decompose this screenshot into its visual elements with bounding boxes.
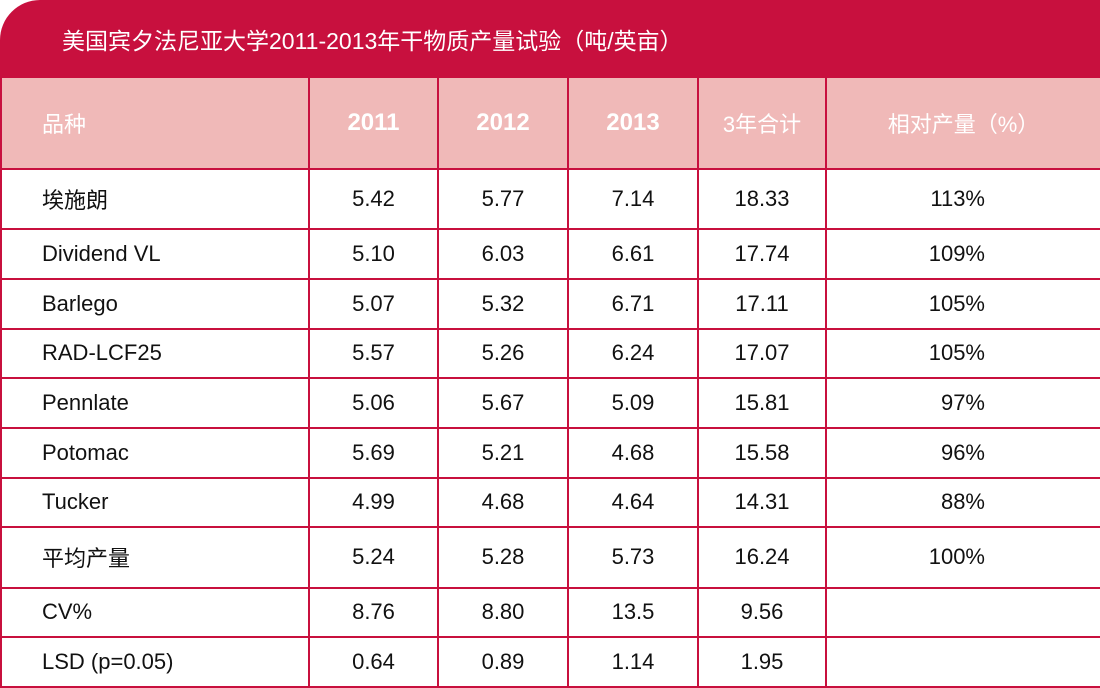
- table-row: Pennlate 5.06 5.67 5.09 15.81 97%: [0, 377, 1100, 429]
- header-cell: 2011: [308, 76, 439, 170]
- table-cell: 5.77: [437, 167, 569, 231]
- table-cell: 5.06: [308, 377, 439, 429]
- table-cell: 7.14: [567, 167, 699, 231]
- table-cell: 105%: [825, 327, 1100, 380]
- table-cell: 14.31: [697, 476, 827, 529]
- table-cell: 9.56: [697, 586, 827, 639]
- table-cell: 5.10: [308, 228, 439, 280]
- table-cell: 105%: [825, 277, 1100, 330]
- table-body: 埃施朗 5.42 5.77 7.14 18.33 113% Dividend VL 5.10 6…: [0, 167, 1100, 688]
- table-cell: 平均产量: [0, 526, 310, 589]
- table-row: Tucker 4.99 4.68 4.64 14.31 88%: [0, 476, 1100, 529]
- table-cell: 5.07: [308, 277, 439, 330]
- header-cell: 品种: [0, 76, 310, 170]
- table-cell: 17.11: [697, 277, 827, 330]
- table-cell: 4.99: [308, 476, 439, 529]
- table-cell: Potomac: [0, 426, 310, 479]
- table-cell: 6.71: [567, 277, 699, 330]
- table-cell: 5.26: [437, 327, 569, 380]
- table-cell: Pennlate: [0, 377, 310, 429]
- header-row: 品种 2011 2012 2013 3年合计 相对产量（%）: [0, 76, 1100, 170]
- table-cell: 16.24: [697, 526, 827, 589]
- table-cell: 13.5: [567, 586, 699, 639]
- table-cell: CV%: [0, 586, 310, 639]
- table-cell: 5.09: [567, 377, 699, 429]
- table-cell: 109%: [825, 228, 1100, 280]
- table-cell: 4.64: [567, 476, 699, 529]
- table-cell: 0.64: [308, 636, 439, 688]
- table-cell: 113%: [825, 167, 1100, 231]
- table-cell: 埃施朗: [0, 167, 310, 231]
- table-row: RAD-LCF25 5.57 5.26 6.24 17.07 105%: [0, 327, 1100, 380]
- table-cell: 100%: [825, 526, 1100, 589]
- table-cell: 5.57: [308, 327, 439, 380]
- table-cell: 5.73: [567, 526, 699, 589]
- table-cell: Dividend VL: [0, 228, 310, 280]
- table-row: 平均产量 5.24 5.28 5.73 16.24 100%: [0, 526, 1100, 589]
- table-cell: 15.58: [697, 426, 827, 479]
- title-bar: 美国宾夕法尼亚大学2011-2013年干物质产量试验（吨/英亩）: [0, 0, 1100, 76]
- table-cell: 8.80: [437, 586, 569, 639]
- table-cell: 5.32: [437, 277, 569, 330]
- table-row: Barlego 5.07 5.32 6.71 17.11 105%: [0, 277, 1100, 330]
- table-cell: 6.61: [567, 228, 699, 280]
- table-cell: 6.03: [437, 228, 569, 280]
- table-cell: 5.28: [437, 526, 569, 589]
- table-cell: 5.67: [437, 377, 569, 429]
- table-cell: Tucker: [0, 476, 310, 529]
- table-cell: 96%: [825, 426, 1100, 479]
- header-cell: 相对产量（%）: [825, 76, 1100, 170]
- table-cell: 5.21: [437, 426, 569, 479]
- table-cell: 88%: [825, 476, 1100, 529]
- table-cell: 1.95: [697, 636, 827, 688]
- table-cell: 5.42: [308, 167, 439, 231]
- table-row: LSD (p=0.05) 0.64 0.89 1.14 1.95: [0, 636, 1100, 688]
- table-cell: 18.33: [697, 167, 827, 231]
- title: 美国宾夕法尼亚大学2011-2013年干物质产量试验（吨/英亩）: [62, 28, 683, 54]
- header-cell: 2013: [567, 76, 699, 170]
- table-cell: 17.07: [697, 327, 827, 380]
- table-cell: 4.68: [567, 426, 699, 479]
- table-cell: 15.81: [697, 377, 827, 429]
- table-cell: 1.14: [567, 636, 699, 688]
- table-cell: RAD-LCF25: [0, 327, 310, 380]
- table-cell: 6.24: [567, 327, 699, 380]
- table-row: Potomac 5.69 5.21 4.68 15.58 96%: [0, 426, 1100, 479]
- table-cell: 8.76: [308, 586, 439, 639]
- table-row: Dividend VL 5.10 6.03 6.61 17.74 109%: [0, 228, 1100, 280]
- table-cell: LSD (p=0.05): [0, 636, 310, 688]
- yield-table: 品种 2011 2012 2013 3年合计 相对产量（%） 埃施朗 5.42 5.77 7.1…: [0, 76, 1100, 688]
- table-cell: 0.89: [437, 636, 569, 688]
- table-cell: Barlego: [0, 277, 310, 330]
- table-cell: [825, 586, 1100, 639]
- table-cell: [825, 636, 1100, 688]
- table-row: 埃施朗 5.42 5.77 7.14 18.33 113%: [0, 167, 1100, 231]
- table-cell: 5.69: [308, 426, 439, 479]
- table-cell: 97%: [825, 377, 1100, 429]
- table-cell: 4.68: [437, 476, 569, 529]
- table-cell: 17.74: [697, 228, 827, 280]
- header-cell: 2012: [437, 76, 569, 170]
- table-cell: 5.24: [308, 526, 439, 589]
- table-row: CV% 8.76 8.80 13.5 9.56: [0, 586, 1100, 639]
- header-cell: 3年合计: [697, 76, 827, 170]
